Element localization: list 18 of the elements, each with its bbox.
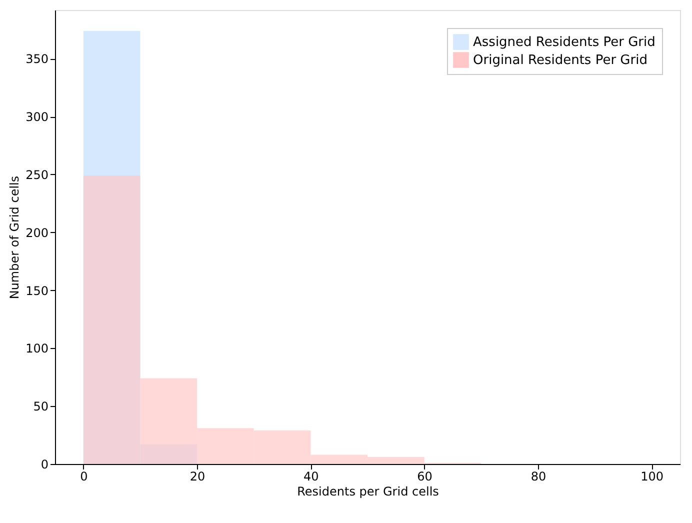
x-tick-label: 100 <box>640 470 664 484</box>
legend-label: Original Residents Per Grid <box>473 53 648 68</box>
y-tick-label: 250 <box>26 168 48 182</box>
y-tick-label: 350 <box>26 52 48 66</box>
y-tick-label: 300 <box>26 110 48 124</box>
x-tick-label: 80 <box>530 470 546 484</box>
y-tick-label: 50 <box>33 400 48 414</box>
y-tick-label: 0 <box>40 458 48 472</box>
x-axis-title: Residents per Grid cells <box>297 484 439 498</box>
x-tick-label: 20 <box>190 470 206 484</box>
x-tick-label: 0 <box>80 470 88 484</box>
y-tick-label: 200 <box>26 226 48 240</box>
y-tick-label: 100 <box>26 342 48 356</box>
legend-label: Assigned Residents Per Grid <box>473 35 656 50</box>
x-tick-label: 60 <box>417 470 432 484</box>
y-tick-label: 150 <box>26 284 48 298</box>
y-axis-title: Number of Grid cells <box>8 176 22 300</box>
x-tick-label: 40 <box>304 470 319 484</box>
